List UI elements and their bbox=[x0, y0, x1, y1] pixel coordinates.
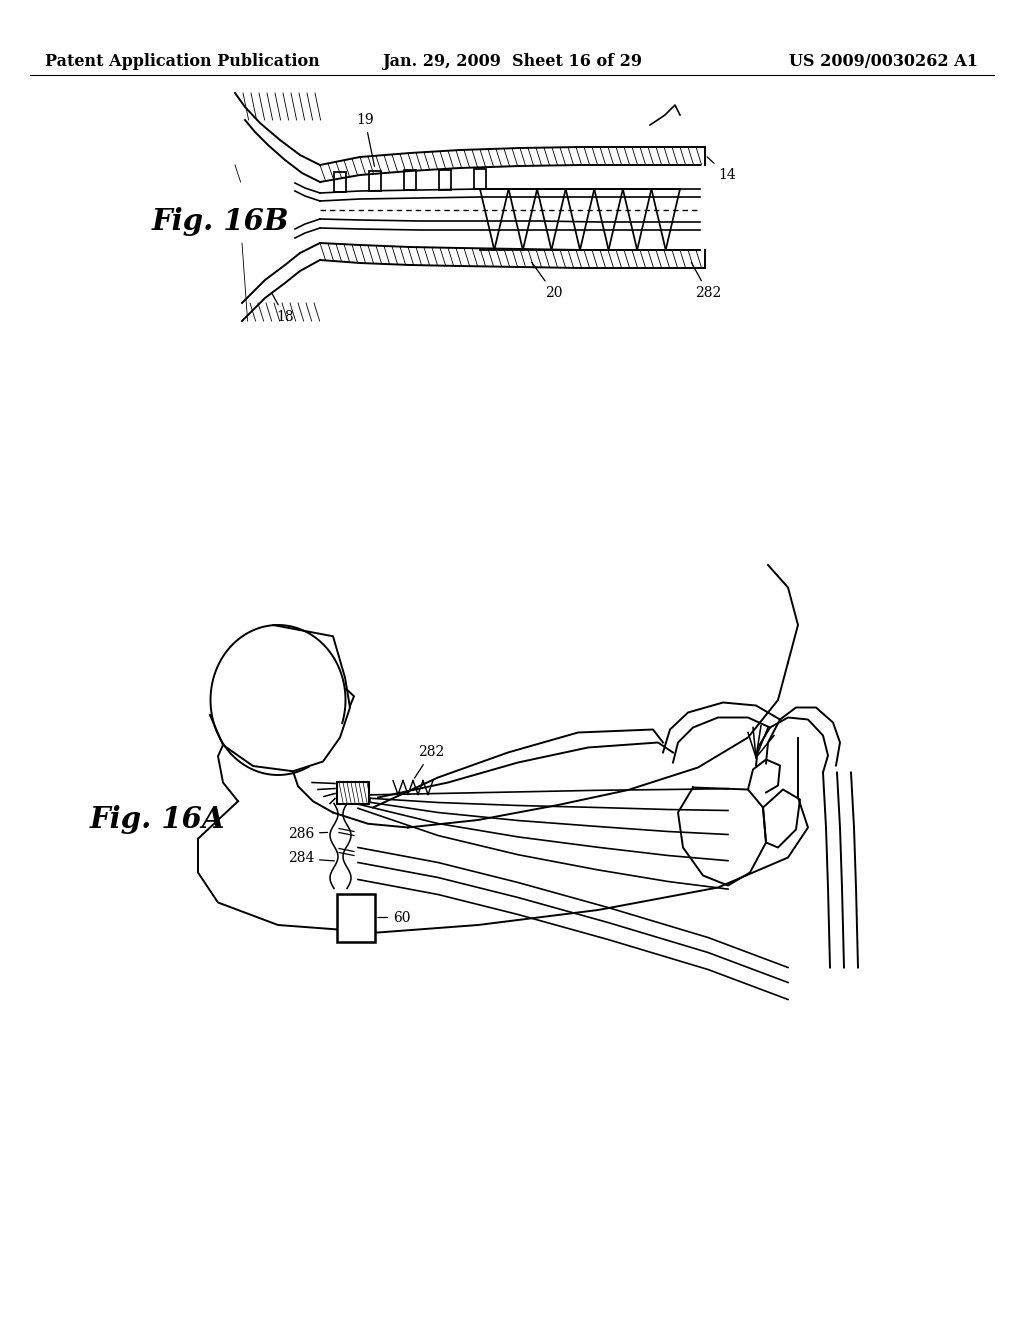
Text: 14: 14 bbox=[707, 157, 736, 182]
Text: Patent Application Publication: Patent Application Publication bbox=[45, 54, 319, 70]
Text: 60: 60 bbox=[378, 911, 411, 924]
Bar bbox=[474, 169, 486, 189]
Bar bbox=[369, 170, 381, 191]
Text: Fig. 16B: Fig. 16B bbox=[152, 207, 290, 236]
Text: US 2009/0030262 A1: US 2009/0030262 A1 bbox=[790, 54, 978, 70]
Text: 282: 282 bbox=[691, 263, 721, 300]
Bar bbox=[404, 170, 416, 190]
Text: Fig. 16A: Fig. 16A bbox=[90, 805, 225, 834]
Text: 286: 286 bbox=[288, 826, 328, 841]
Bar bbox=[337, 894, 375, 941]
Text: 18: 18 bbox=[271, 293, 294, 323]
Bar bbox=[439, 169, 451, 190]
Text: 284: 284 bbox=[288, 851, 335, 866]
Text: 282: 282 bbox=[415, 746, 444, 779]
Bar bbox=[334, 172, 346, 191]
Text: 19: 19 bbox=[356, 114, 375, 166]
Text: 20: 20 bbox=[531, 263, 562, 300]
Text: Jan. 29, 2009  Sheet 16 of 29: Jan. 29, 2009 Sheet 16 of 29 bbox=[382, 54, 642, 70]
Bar bbox=[337, 781, 369, 804]
